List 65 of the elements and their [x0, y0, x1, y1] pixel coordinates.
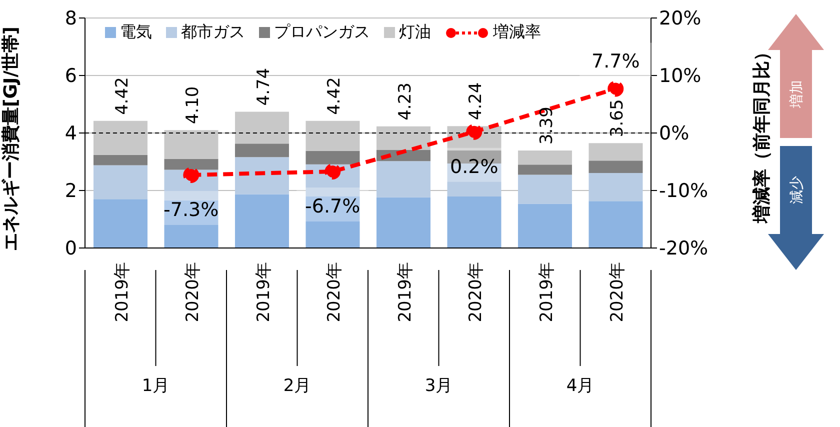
text: 2月 [283, 376, 312, 396]
bar [234, 112, 289, 144]
bar [588, 143, 643, 161]
bar [93, 154, 148, 166]
x-tick-label: 2019年 [254, 262, 274, 322]
data-label: -7.3% [164, 198, 219, 221]
data-label: 7.7% [591, 50, 640, 73]
x-tick-label: 2020年 [183, 262, 204, 322]
total-label: 3.65 [608, 99, 628, 138]
legend-label: 増減率 [492, 22, 541, 43]
x-tick-label: 2019年 [112, 262, 132, 322]
legend-label: 電気 [119, 22, 152, 43]
y2-tick-label: 0% [659, 122, 690, 145]
bar [518, 204, 572, 248]
legend-label: 都市ガス [180, 22, 245, 43]
x-tick-label: 2020年 [466, 262, 486, 322]
total-label: 4.42 [112, 77, 132, 115]
point [183, 166, 200, 183]
total-label: 3.39 [536, 106, 557, 145]
x-tick-label: 2020年 [324, 262, 345, 322]
total-label: 4.42 [324, 77, 345, 115]
y-tick-label: 4 [64, 122, 77, 145]
y2-tick-label: -10% [659, 180, 708, 202]
bar [93, 199, 148, 248]
total-label: 4.23 [395, 82, 416, 120]
point [324, 164, 341, 180]
y-tick-label: 0 [64, 238, 77, 260]
text: 3月 [424, 376, 453, 396]
x-tick-label: 2019年 [536, 262, 557, 322]
y-tick-label: 8 [64, 8, 77, 30]
bar [164, 158, 218, 170]
data-label: 0.2% [450, 156, 498, 178]
bar [588, 172, 643, 202]
y2-tick-label: 20% [659, 8, 702, 30]
bar [306, 150, 360, 164]
point [608, 80, 624, 97]
bar [518, 150, 572, 165]
x-tick-label: 2020年 [608, 262, 628, 322]
data-label: -6.7% [305, 196, 360, 218]
legend-label: プロパンガス [273, 22, 370, 43]
bar [588, 201, 643, 248]
bar [93, 165, 148, 200]
text: 1月 [142, 376, 170, 396]
y2-tick-label: 10% [659, 65, 702, 88]
y2-tick-label: -20% [659, 238, 708, 260]
bar [306, 120, 360, 151]
bar [234, 194, 289, 248]
bar [376, 197, 430, 248]
y-axis-title: エネルギー消費量[GJ/世帯] [0, 26, 22, 251]
total-label: 4.10 [183, 86, 204, 124]
total-label: 4.24 [466, 82, 486, 120]
y-tick-label: 6 [64, 65, 77, 88]
bar [164, 130, 218, 159]
bar [447, 196, 502, 248]
bar [376, 161, 430, 198]
text: 4月 [566, 376, 594, 396]
legend-label: 灯油 [398, 22, 431, 43]
bar [518, 174, 572, 204]
bar [234, 144, 289, 158]
bar [234, 157, 289, 194]
bar [588, 160, 643, 173]
total-label: 4.74 [254, 68, 274, 106]
bar [518, 164, 572, 175]
x-tick-label: 2019年 [395, 262, 416, 322]
y-tick-label: 2 [64, 180, 77, 202]
